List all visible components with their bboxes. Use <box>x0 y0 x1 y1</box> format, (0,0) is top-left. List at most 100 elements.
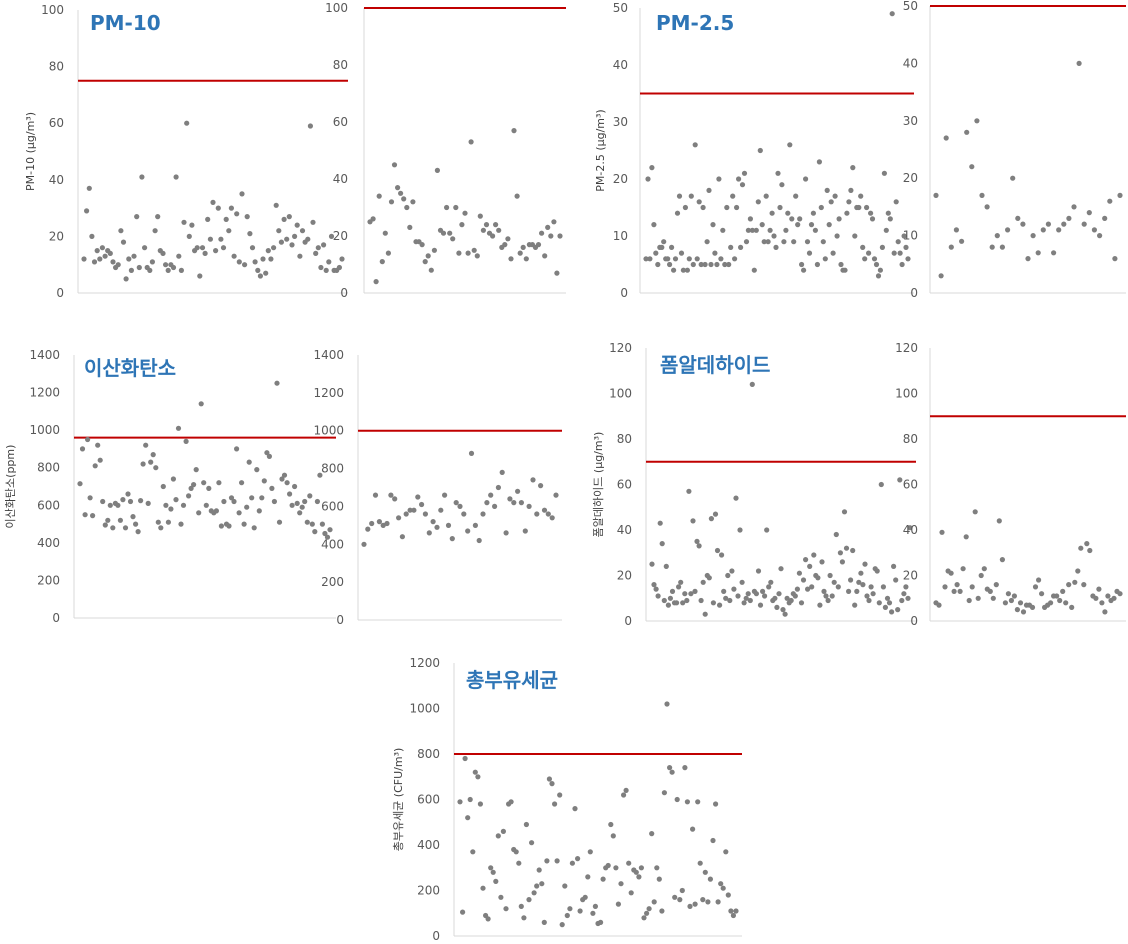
y-tick-label: 0 <box>336 613 344 627</box>
data-point <box>223 216 229 222</box>
data-point <box>140 461 146 467</box>
data-point <box>734 204 740 211</box>
data-point <box>181 219 187 225</box>
data-point <box>747 597 753 604</box>
y-tick-label: 0 <box>340 286 348 300</box>
data-point <box>812 227 819 233</box>
data-point <box>398 190 404 196</box>
data-point <box>251 525 257 531</box>
data-point <box>832 193 838 199</box>
data-point <box>304 519 310 525</box>
data-point <box>135 529 141 535</box>
data-point <box>633 869 639 875</box>
data-point <box>514 193 520 199</box>
data-point <box>313 250 319 256</box>
data-point <box>226 523 232 529</box>
data-point <box>471 247 477 253</box>
y-tick-label: 20 <box>49 229 64 243</box>
y-tick-label: 200 <box>37 573 60 587</box>
data-point <box>115 502 121 508</box>
data-point <box>996 518 1002 524</box>
data-point <box>661 597 667 604</box>
data-point <box>456 250 462 256</box>
data-point <box>226 228 232 234</box>
data-point <box>831 579 837 585</box>
data-point <box>1066 582 1072 588</box>
data-point <box>789 216 795 222</box>
data-point <box>767 227 773 233</box>
data-point <box>698 261 704 268</box>
data-point <box>726 261 732 268</box>
data-point <box>776 591 782 597</box>
data-point <box>1096 586 1102 592</box>
data-point <box>781 239 787 245</box>
data-point <box>743 239 750 245</box>
data-point <box>651 899 657 905</box>
data-point <box>828 199 834 205</box>
data-point <box>493 878 499 885</box>
data-point <box>265 248 271 254</box>
data-point <box>688 193 694 199</box>
data-point <box>1010 175 1016 181</box>
data-point <box>324 534 331 540</box>
data-point <box>365 526 371 532</box>
data-point <box>507 496 513 502</box>
data-point <box>807 563 813 570</box>
data-point <box>771 233 777 239</box>
data-point <box>339 256 345 262</box>
data-point <box>702 611 708 617</box>
data-point <box>148 459 154 465</box>
data-point <box>797 216 803 222</box>
data-point <box>737 527 743 533</box>
data-point <box>502 242 508 248</box>
data-point <box>1015 215 1021 221</box>
data-point <box>773 244 779 250</box>
data-point <box>587 849 593 855</box>
data-point <box>549 515 555 521</box>
data-point <box>999 244 1006 250</box>
data-point <box>854 588 860 595</box>
data-point <box>708 516 715 522</box>
data-point <box>753 227 759 233</box>
y-tick-label: 0 <box>910 614 918 628</box>
y-tick-label: 60 <box>617 478 632 492</box>
data-point <box>457 503 463 509</box>
data-point <box>180 502 187 508</box>
data-point <box>392 496 398 502</box>
data-point <box>539 230 545 236</box>
data-point <box>422 511 428 517</box>
data-point <box>841 509 848 515</box>
chart-panel-4: 0 10 20 30 40 50 <box>903 0 1126 300</box>
data-point <box>216 480 222 486</box>
data-point <box>261 478 267 484</box>
chart-panel-8: 0 20 40 60 80 100 120 <box>895 341 1126 628</box>
data-point <box>692 142 698 148</box>
data-point <box>869 216 876 222</box>
data-point <box>228 495 235 501</box>
data-point <box>526 503 532 509</box>
data-point <box>793 193 799 199</box>
data-point <box>142 245 148 251</box>
data-point <box>788 597 794 604</box>
data-point <box>460 909 466 915</box>
data-point <box>957 588 963 595</box>
data-point <box>505 236 511 242</box>
data-point <box>803 557 809 563</box>
data-point <box>388 492 394 498</box>
data-point <box>1032 584 1039 590</box>
data-point <box>315 245 321 251</box>
data-point <box>730 193 736 199</box>
data-point <box>715 899 721 905</box>
data-point <box>155 519 161 525</box>
y-tick-label: 120 <box>895 341 918 355</box>
data-point <box>936 602 942 608</box>
data-point <box>271 245 277 251</box>
data-point <box>165 267 171 273</box>
data-point <box>266 453 272 459</box>
data-point <box>1093 595 1099 601</box>
data-point <box>434 167 440 173</box>
data-point <box>289 502 295 508</box>
data-point <box>173 174 179 180</box>
data-point <box>126 256 132 262</box>
data-point <box>743 595 749 601</box>
